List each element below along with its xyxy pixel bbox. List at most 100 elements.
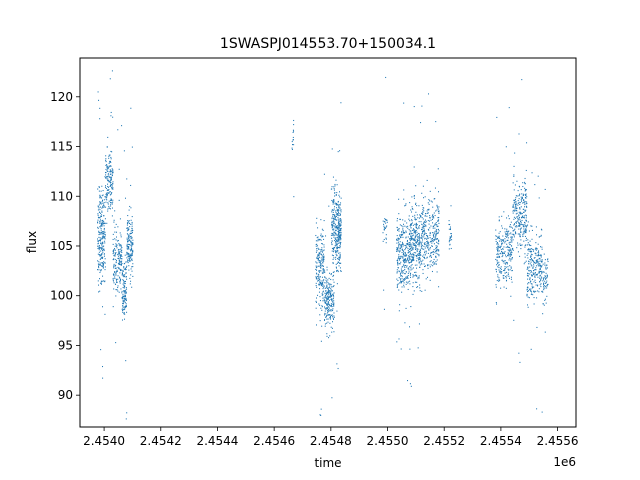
- data-point: [103, 231, 105, 233]
- data-point: [505, 254, 507, 256]
- data-point: [337, 258, 339, 260]
- data-point: [293, 144, 295, 146]
- data-point: [102, 246, 104, 248]
- data-point: [104, 231, 106, 233]
- data-point: [428, 209, 430, 211]
- data-point: [535, 265, 537, 267]
- data-point: [530, 244, 532, 247]
- data-point: [415, 230, 417, 232]
- data-point: [128, 220, 130, 222]
- data-point: [404, 254, 406, 256]
- data-point: [128, 239, 130, 241]
- data-point: [520, 216, 522, 219]
- data-point: [525, 225, 527, 227]
- data-point: [414, 238, 416, 240]
- data-point: [103, 237, 105, 239]
- data-point: [292, 144, 293, 146]
- data-point: [399, 249, 401, 251]
- data-point: [497, 247, 499, 249]
- data-point: [338, 191, 340, 193]
- data-point: [318, 274, 320, 276]
- data-point: [505, 234, 507, 236]
- data-point: [502, 240, 504, 242]
- data-point: [401, 266, 403, 268]
- data-point: [333, 201, 335, 203]
- data-point: [330, 278, 332, 281]
- data-point: [527, 290, 529, 292]
- data-point: [107, 202, 109, 204]
- data-point: [514, 207, 516, 209]
- data-point: [529, 282, 531, 284]
- data-point: [396, 242, 398, 244]
- data-point: [113, 263, 115, 265]
- data-point: [402, 272, 404, 274]
- data-point: [317, 276, 319, 278]
- data-point: [406, 241, 408, 243]
- data-point: [531, 291, 533, 293]
- data-point: [421, 192, 423, 194]
- data-point: [339, 267, 341, 269]
- data-point: [103, 253, 105, 255]
- data-point: [408, 242, 410, 244]
- data-point: [335, 227, 337, 229]
- data-point: [413, 230, 415, 232]
- data-point: [432, 261, 434, 263]
- data-point: [540, 256, 542, 258]
- data-point: [327, 279, 329, 281]
- data-point: [330, 292, 332, 294]
- data-point: [331, 295, 333, 297]
- data-point: [428, 223, 430, 225]
- data-point: [544, 299, 546, 301]
- data-point: [128, 248, 130, 250]
- data-point: [503, 260, 505, 262]
- data-point: [411, 237, 413, 240]
- data-point: [384, 218, 386, 220]
- data-point: [115, 223, 117, 225]
- data-point: [419, 236, 421, 238]
- data-point: [421, 227, 423, 229]
- data-point: [318, 303, 320, 305]
- data-point: [421, 260, 423, 262]
- data-point: [104, 266, 106, 268]
- data-point: [102, 206, 104, 208]
- data-point: [497, 276, 499, 278]
- data-point: [102, 233, 104, 235]
- data-point: [507, 252, 509, 254]
- data-point: [449, 228, 451, 230]
- data-point: [99, 263, 101, 265]
- data-point: [506, 230, 508, 232]
- data-point: [112, 279, 114, 281]
- data-point: [337, 236, 339, 238]
- data-point: [327, 301, 329, 303]
- data-point: [326, 284, 328, 286]
- data-point: [438, 230, 440, 232]
- data-point: [338, 231, 340, 233]
- data-point: [541, 248, 543, 250]
- x-tick-label: 2.4540: [83, 434, 125, 448]
- data-point: [422, 226, 424, 228]
- data-point: [118, 168, 120, 170]
- data-point: [103, 249, 105, 252]
- data-point: [338, 258, 340, 260]
- data-point: [105, 161, 107, 163]
- data-point: [320, 282, 322, 284]
- data-point: [521, 79, 523, 81]
- data-point: [318, 239, 320, 241]
- data-point: [98, 245, 100, 247]
- data-point: [399, 272, 401, 274]
- x-axis-offset-label: 1e6: [553, 455, 576, 469]
- data-point: [103, 248, 105, 250]
- data-point: [539, 284, 541, 286]
- data-point: [402, 259, 404, 261]
- data-point: [102, 241, 104, 243]
- data-point: [530, 225, 532, 227]
- data-point: [412, 224, 414, 226]
- data-point: [539, 254, 541, 256]
- data-point: [507, 249, 509, 251]
- data-point: [101, 243, 103, 245]
- data-point: [382, 240, 384, 242]
- data-point: [433, 263, 435, 265]
- data-point: [339, 245, 341, 247]
- x-tick-label: 2.4550: [367, 434, 409, 448]
- data-point: [102, 235, 104, 237]
